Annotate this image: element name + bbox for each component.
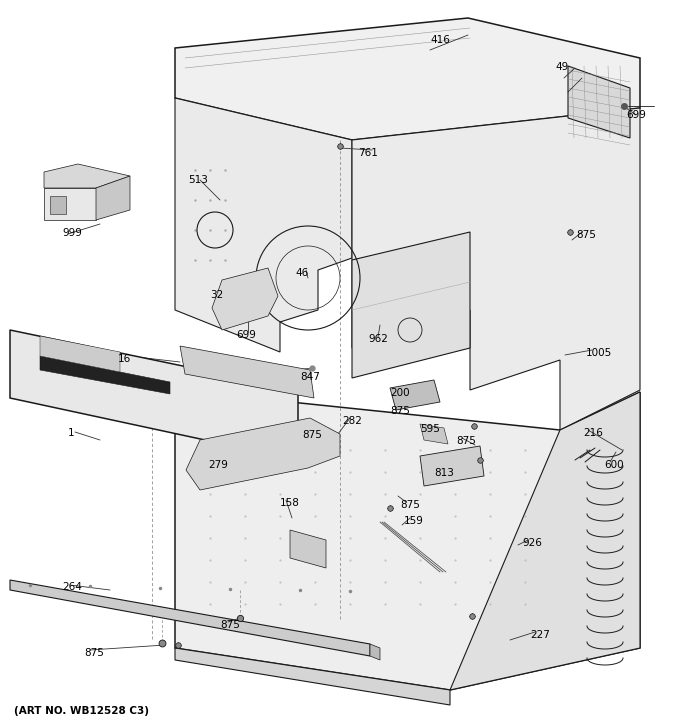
Polygon shape	[44, 164, 130, 188]
Text: 282: 282	[342, 416, 362, 426]
Polygon shape	[44, 188, 96, 220]
Polygon shape	[40, 336, 120, 372]
Text: 875: 875	[400, 500, 420, 510]
Text: 999: 999	[62, 228, 82, 238]
Text: 1005: 1005	[586, 348, 612, 358]
Text: 46: 46	[295, 268, 308, 278]
Polygon shape	[10, 580, 370, 656]
Polygon shape	[352, 108, 640, 430]
Polygon shape	[180, 346, 314, 398]
Text: 926: 926	[522, 538, 542, 548]
Text: 49: 49	[555, 62, 568, 72]
Polygon shape	[420, 424, 448, 444]
Text: 875: 875	[390, 406, 410, 416]
Text: 32: 32	[210, 290, 223, 300]
Polygon shape	[175, 98, 352, 352]
Text: 813: 813	[434, 468, 454, 478]
Text: 875: 875	[220, 620, 240, 630]
Polygon shape	[175, 390, 640, 690]
Polygon shape	[420, 446, 484, 486]
Text: 847: 847	[300, 372, 320, 382]
Text: 227: 227	[530, 630, 550, 640]
Text: 416: 416	[430, 35, 450, 45]
Text: 279: 279	[208, 460, 228, 470]
Polygon shape	[175, 18, 640, 140]
Text: 595: 595	[420, 424, 440, 434]
Text: 158: 158	[280, 498, 300, 508]
Text: 216: 216	[583, 428, 603, 438]
Text: 875: 875	[456, 436, 476, 446]
Polygon shape	[175, 648, 450, 705]
Text: 699: 699	[236, 330, 256, 340]
Polygon shape	[10, 330, 298, 460]
Text: 699: 699	[626, 110, 646, 120]
Text: 159: 159	[404, 516, 424, 526]
Polygon shape	[212, 268, 278, 330]
Polygon shape	[390, 380, 440, 410]
Polygon shape	[40, 356, 170, 394]
Polygon shape	[290, 530, 326, 568]
Polygon shape	[568, 66, 630, 138]
Text: 875: 875	[84, 648, 104, 658]
Polygon shape	[186, 418, 340, 490]
Text: 875: 875	[302, 430, 322, 440]
Text: 16: 16	[118, 354, 131, 364]
Text: 200: 200	[390, 388, 409, 398]
Text: 264: 264	[62, 582, 82, 592]
Polygon shape	[96, 176, 130, 220]
Polygon shape	[50, 196, 66, 214]
Text: 875: 875	[576, 230, 596, 240]
Text: 962: 962	[368, 334, 388, 344]
Text: 513: 513	[188, 175, 208, 185]
Polygon shape	[352, 232, 470, 378]
Text: 600: 600	[604, 460, 624, 470]
Polygon shape	[370, 644, 380, 660]
Polygon shape	[450, 392, 640, 690]
Text: (ART NO. WB12528 C3): (ART NO. WB12528 C3)	[14, 706, 149, 716]
Text: 761: 761	[358, 148, 378, 158]
Text: 1: 1	[68, 428, 75, 438]
